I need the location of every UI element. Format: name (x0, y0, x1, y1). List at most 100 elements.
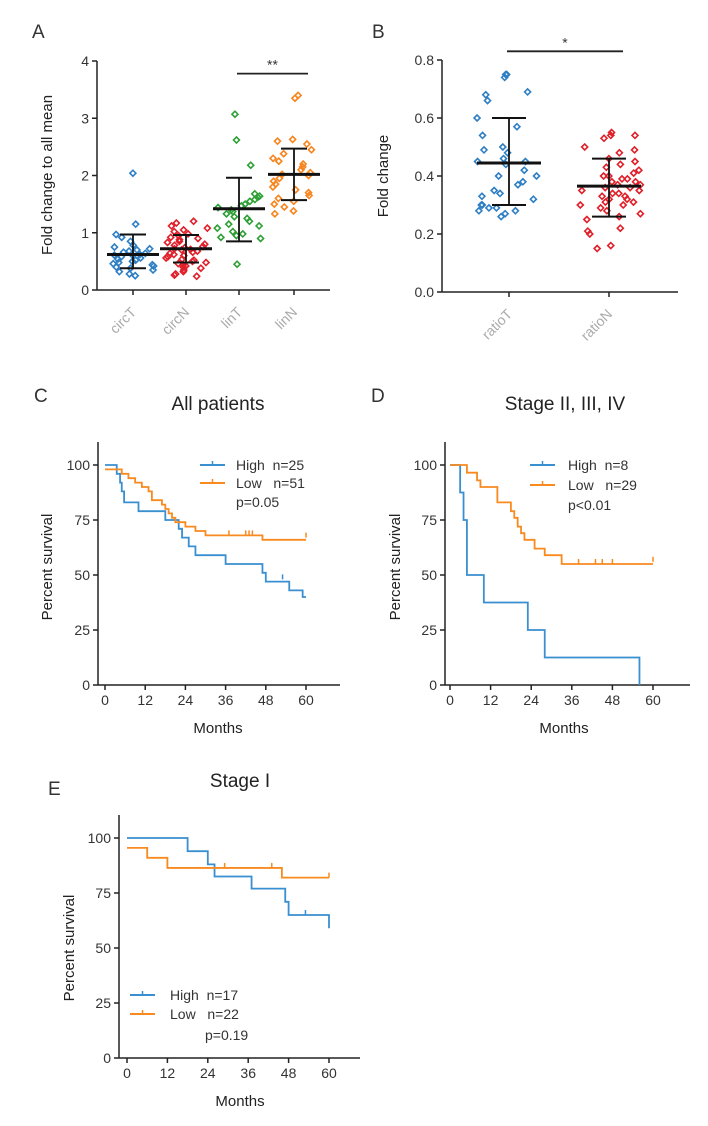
data-point (216, 233, 226, 242)
data-point (518, 177, 528, 186)
data-point (474, 206, 484, 215)
y-tick-label: 75 (421, 512, 437, 528)
data-point (501, 70, 510, 79)
data-point (145, 244, 154, 253)
data-point (503, 148, 512, 157)
x-tick-label: 60 (321, 1065, 337, 1081)
data-point (289, 206, 298, 216)
data-point (132, 245, 142, 255)
panel-label-e: E (48, 779, 61, 800)
data-point (128, 257, 137, 266)
data-point (148, 265, 158, 275)
y-axis-label-c: Percent survival (39, 514, 56, 621)
y-tick-label: 100 (414, 457, 438, 473)
data-point (478, 131, 487, 140)
data-point (477, 200, 486, 210)
x-axis-label-d: Months (539, 720, 588, 737)
panel-label-d: D (371, 386, 385, 407)
x-tick-label: 60 (645, 692, 661, 708)
y-axis-label-d: Percent survival (387, 514, 404, 621)
data-point (273, 137, 282, 146)
y-tick-label: 50 (74, 567, 90, 583)
x-tick-label: circN (158, 304, 192, 338)
data-point (169, 250, 178, 259)
data-point (203, 224, 212, 233)
data-point (131, 220, 140, 229)
survival-curve-high (450, 464, 641, 685)
data-point (175, 237, 184, 246)
data-point (268, 182, 278, 192)
data-point (606, 241, 615, 250)
data-point (230, 212, 239, 221)
data-point (111, 230, 121, 239)
data-point (238, 229, 247, 239)
data-point (222, 209, 231, 218)
data-point (599, 134, 609, 143)
data-point (245, 217, 254, 226)
legend-label-low: Low n=51 (236, 475, 305, 491)
data-point (630, 145, 639, 155)
data-point (196, 264, 206, 273)
y-tick-label: 50 (95, 940, 111, 956)
significance-stars: * (562, 34, 568, 50)
y-tick-label: 0 (103, 1050, 111, 1066)
y-tick-label: 0.4 (415, 168, 435, 184)
data-point (614, 189, 623, 198)
y-tick-label: 25 (95, 995, 111, 1011)
y-tick-label: 100 (88, 830, 112, 846)
legend-pvalue: p<0.01 (568, 497, 611, 513)
survival-curve-high (127, 837, 330, 929)
data-point (577, 186, 586, 195)
x-tick-label: ratioN (577, 306, 615, 344)
y-axis-label-b: Fold change (375, 135, 392, 218)
x-tick-label: 36 (240, 1065, 256, 1081)
data-point (616, 224, 625, 233)
x-tick-label: 36 (218, 692, 234, 708)
data-point (112, 262, 121, 272)
x-tick-label: 60 (298, 692, 314, 708)
data-point (170, 270, 179, 280)
data-point (630, 157, 640, 166)
data-point (616, 160, 625, 169)
legend-label-low: Low n=22 (170, 1006, 239, 1022)
data-point (607, 128, 616, 137)
x-tick-label: linN (272, 304, 300, 332)
data-point (494, 171, 503, 181)
y-tick-label: 75 (95, 885, 111, 901)
data-point (189, 217, 198, 226)
legend-label-high: High n=25 (236, 457, 304, 473)
legend-d: High n=8 Low n=29 p<0.01 (530, 457, 637, 513)
legend-pvalue: p=0.05 (236, 494, 279, 510)
data-point (636, 209, 645, 218)
data-point (232, 260, 242, 269)
data-point (201, 258, 211, 267)
data-point (131, 271, 140, 280)
data-point (585, 229, 594, 239)
data-point (576, 200, 585, 210)
data-point (166, 233, 175, 242)
data-point (604, 171, 613, 181)
data-point (288, 135, 297, 144)
data-point (179, 267, 188, 276)
legend-pvalue: p=0.19 (205, 1027, 248, 1043)
survival-curve-low (105, 468, 306, 541)
y-tick-label: 1 (81, 225, 89, 241)
survival-curve-high (105, 464, 306, 598)
y-tick-label: 0.2 (415, 226, 435, 242)
y-tick-label: 50 (421, 567, 437, 583)
x-axis-label-e: Months (215, 1093, 264, 1110)
data-point (298, 162, 307, 172)
data-point (481, 90, 490, 99)
data-point (623, 174, 632, 184)
data-point (635, 186, 644, 195)
x-tick-label: 12 (137, 692, 153, 708)
data-point (213, 224, 222, 233)
data-point (634, 166, 644, 175)
data-point (499, 154, 508, 163)
data-point (246, 161, 255, 170)
x-tick-label: 36 (564, 692, 580, 708)
y-tick-label: 75 (74, 512, 90, 528)
survival-curve-low (450, 464, 653, 565)
x-tick-label: circT (106, 303, 139, 336)
